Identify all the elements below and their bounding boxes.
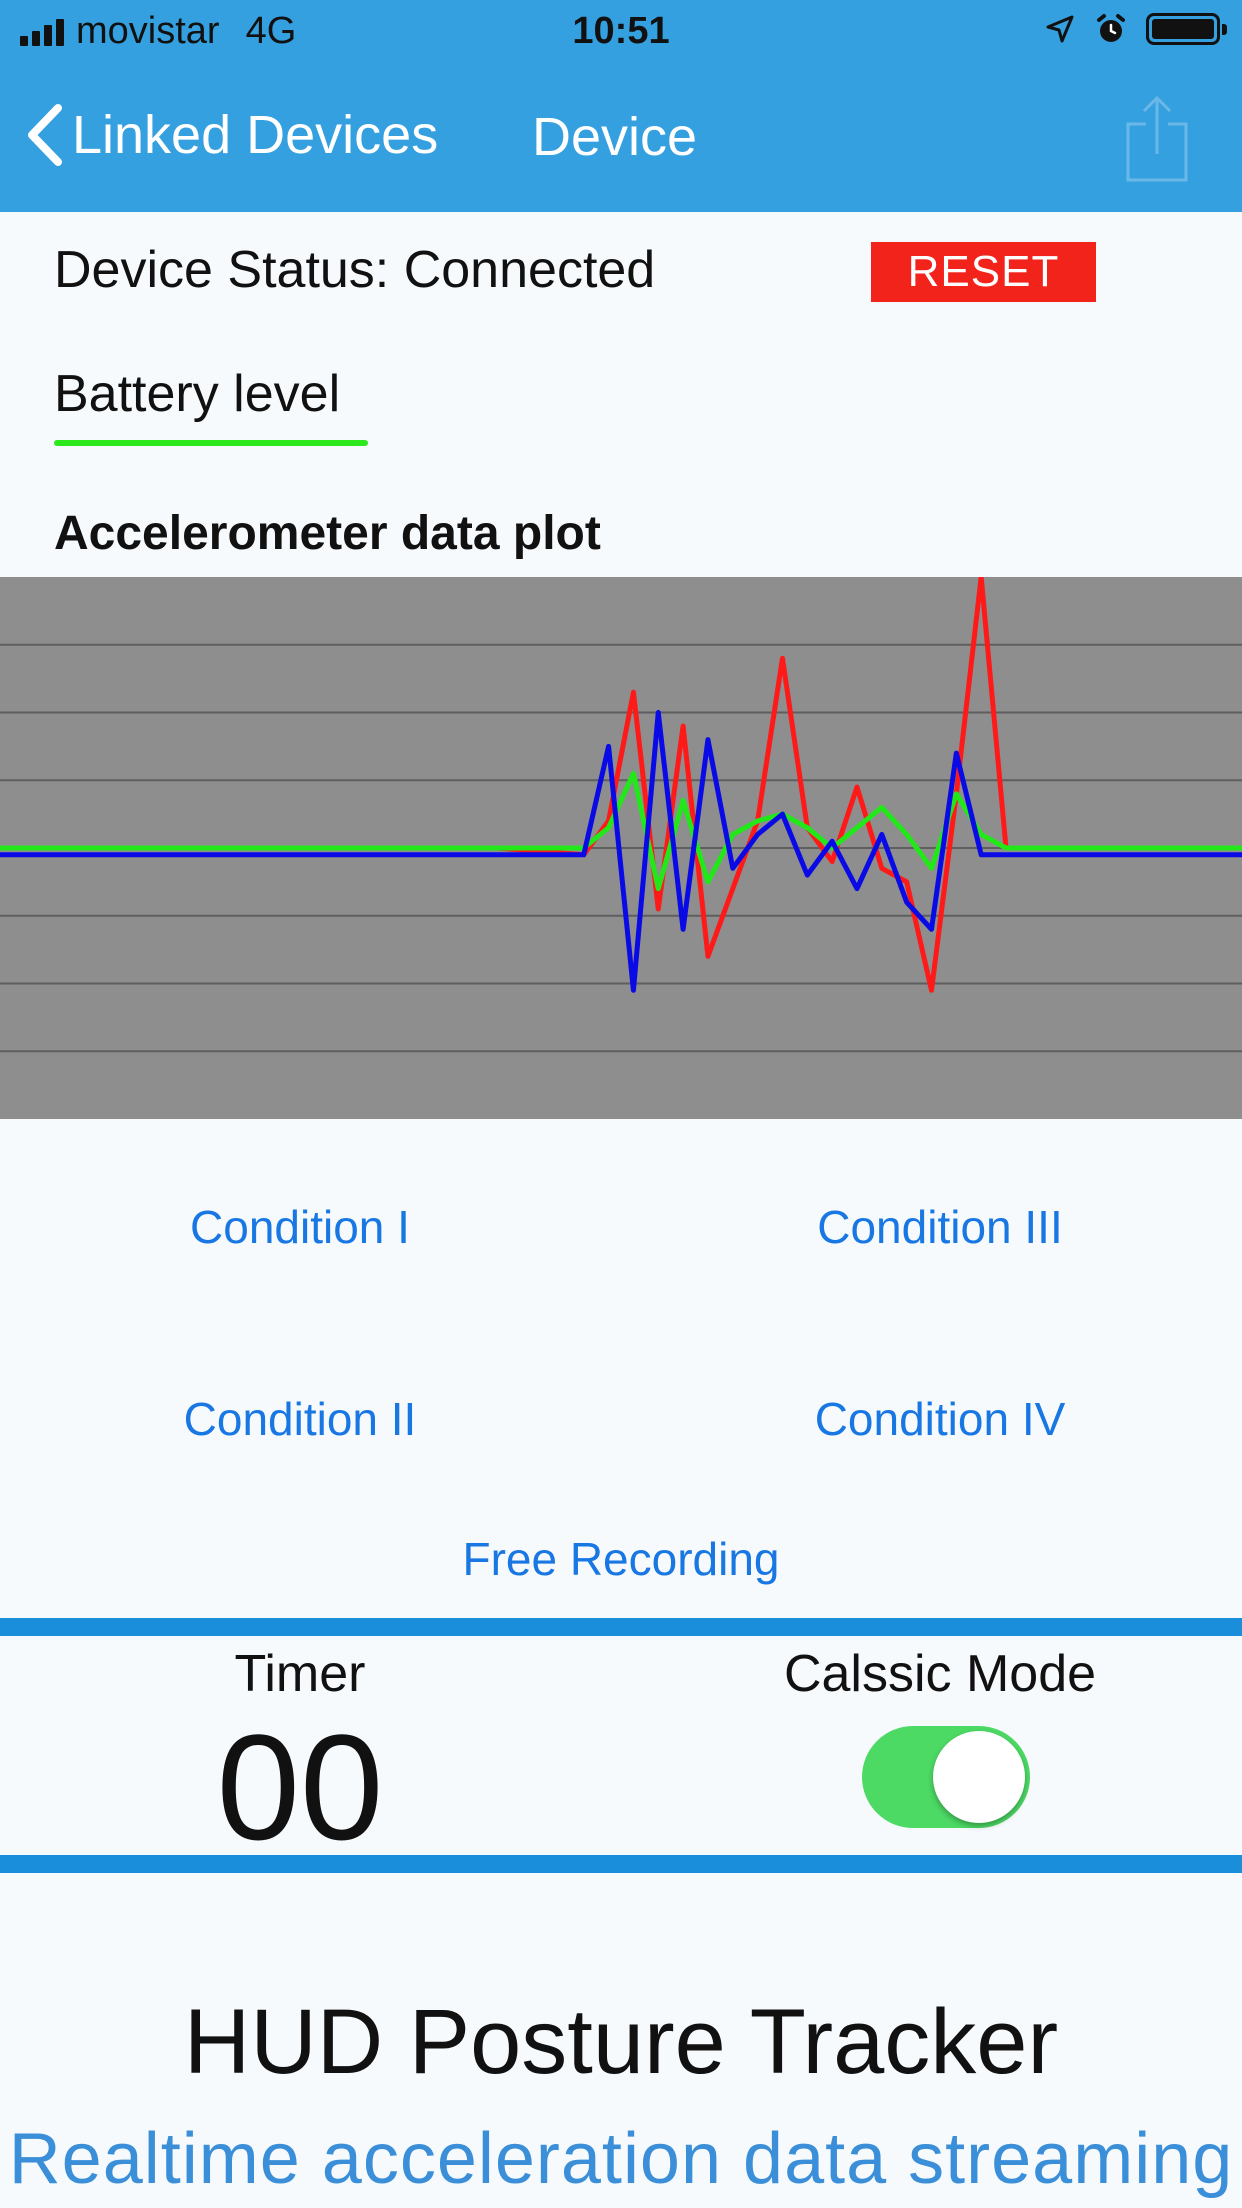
- app-title: HUD Posture Tracker: [183, 1991, 1059, 2093]
- clock: 10:51: [572, 10, 670, 52]
- back-button[interactable]: Linked Devices: [24, 104, 438, 166]
- free-recording-button[interactable]: Free Recording: [462, 1533, 780, 1585]
- battery-level-label: Battery level: [54, 365, 341, 423]
- signal-strength-icon: [20, 18, 64, 46]
- timer-value: 00: [216, 1703, 384, 1871]
- device-status-text: Device Status: Connected: [54, 241, 656, 299]
- location-arrow-icon: [1046, 15, 1074, 43]
- navigation-bar: Linked Devices Device: [0, 66, 1242, 212]
- condition-2-button[interactable]: Condition II: [183, 1393, 417, 1445]
- classic-mode-toggle[interactable]: [862, 1726, 1030, 1828]
- classic-mode-label: Calssic Mode: [783, 1645, 1097, 1703]
- chevron-left-icon: [28, 104, 62, 166]
- carrier-name: movistar: [76, 10, 220, 52]
- battery-level-bar: [54, 440, 368, 446]
- alarm-clock-icon: [1097, 14, 1125, 42]
- condition-1-button[interactable]: Condition I: [190, 1201, 410, 1253]
- network-type: 4G: [245, 10, 297, 52]
- accelerometer-chart: [0, 577, 1242, 1053]
- plot-title: Accelerometer data plot: [54, 507, 601, 560]
- reset-button[interactable]: RESET: [871, 242, 1096, 302]
- condition-3-button[interactable]: Condition III: [817, 1201, 1063, 1253]
- share-icon[interactable]: [1124, 94, 1190, 184]
- status-icons: [1044, 12, 1227, 46]
- condition-4-button[interactable]: Condition IV: [814, 1393, 1066, 1445]
- carrier-info: movistar 4G: [20, 10, 296, 53]
- accelerometer-plot: [0, 577, 1242, 1119]
- series-line-3: [0, 710, 1242, 993]
- status-bar: movistar 4G 10:51: [0, 0, 1242, 66]
- page-title: Device: [532, 107, 698, 167]
- battery-icon: [1146, 13, 1227, 45]
- top-divider: [0, 1618, 1242, 1636]
- series-line-1: [0, 577, 1242, 993]
- app-subtitle: Realtime acceleration data streaming: [8, 2119, 1234, 2199]
- timer-label: Timer: [234, 1645, 366, 1703]
- bottom-divider: [0, 1855, 1242, 1873]
- series-line-2: [0, 770, 1242, 892]
- toggle-knob: [933, 1731, 1025, 1823]
- back-label: Linked Devices: [72, 105, 439, 165]
